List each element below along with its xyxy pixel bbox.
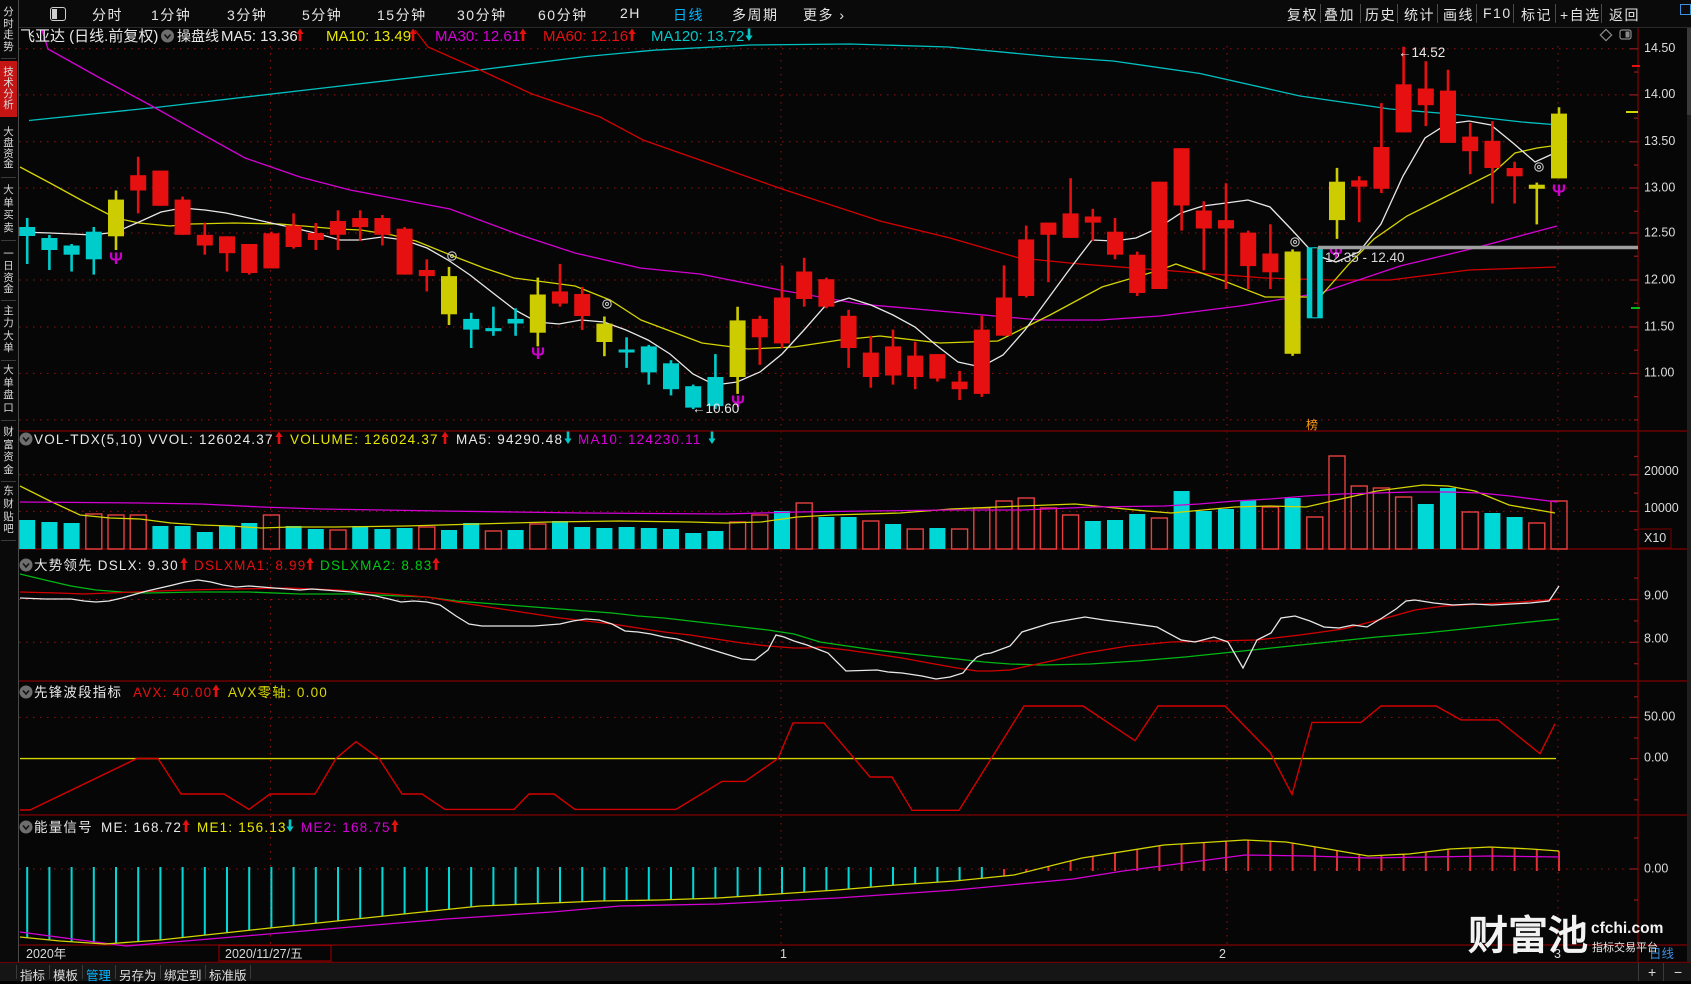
svg-text:能量信号: 能量信号 xyxy=(34,820,93,835)
svg-text:ME: 168.72: ME: 168.72 xyxy=(101,820,182,835)
svg-text:MA10: 13.49: MA10: 13.49 xyxy=(326,28,411,45)
svg-text:13.00: 13.00 xyxy=(1644,180,1675,194)
svg-text:VOL-TDX(5,10) VVOL: 126024.37: VOL-TDX(5,10) VVOL: 126024.37 xyxy=(34,432,274,447)
svg-text:先锋波段指标: 先锋波段指标 xyxy=(34,685,122,700)
svg-text:2020年: 2020年 xyxy=(26,947,66,961)
svg-text:ME2: 168.75: ME2: 168.75 xyxy=(301,820,391,835)
svg-text:Ψ: Ψ xyxy=(1552,181,1566,200)
svg-text:Ψ: Ψ xyxy=(531,344,545,363)
svg-text:0.00: 0.00 xyxy=(1644,861,1668,875)
svg-text:Ψ: Ψ xyxy=(109,249,123,268)
svg-text:2020/11/27/五: 2020/11/27/五 xyxy=(225,947,303,961)
svg-text:指标交易平台: 指标交易平台 xyxy=(1592,940,1658,954)
svg-text:X10: X10 xyxy=(1644,531,1666,545)
svg-text:操盘线: 操盘线 xyxy=(177,28,219,44)
svg-text:50.00: 50.00 xyxy=(1644,709,1675,723)
svg-text:14.00: 14.00 xyxy=(1644,87,1675,101)
svg-text:0.00: 0.00 xyxy=(1644,750,1668,764)
svg-text:14.50: 14.50 xyxy=(1644,41,1675,55)
svg-text:榜: 榜 xyxy=(1306,417,1318,432)
svg-text:AVX零轴: 0.00: AVX零轴: 0.00 xyxy=(228,685,328,700)
svg-text:MA5: 13.36: MA5: 13.36 xyxy=(221,28,298,45)
svg-text:3: 3 xyxy=(1554,947,1561,961)
svg-text:11.00: 11.00 xyxy=(1644,366,1674,380)
svg-text:MA5: 94290.48: MA5: 94290.48 xyxy=(456,432,563,447)
svg-text:AVX: 40.00: AVX: 40.00 xyxy=(133,685,212,700)
svg-text:12.00: 12.00 xyxy=(1644,272,1675,286)
svg-text:11.50: 11.50 xyxy=(1644,319,1674,333)
svg-text:DSLXMA1: 8.99: DSLXMA1: 8.99 xyxy=(194,558,306,573)
svg-text:2: 2 xyxy=(1219,947,1226,961)
svg-text:cfchi.com: cfchi.com xyxy=(1591,920,1663,937)
svg-text:9.00: 9.00 xyxy=(1644,588,1668,602)
svg-text:12.50: 12.50 xyxy=(1644,225,1675,239)
svg-text:大势领先 DSLX: 9.30: 大势领先 DSLX: 9.30 xyxy=(34,558,179,573)
svg-text:MA10: 124230.11: MA10: 124230.11 xyxy=(578,432,702,447)
svg-text:20000: 20000 xyxy=(1644,464,1679,478)
svg-text:←14.52: ←14.52 xyxy=(1398,45,1445,60)
svg-text:1: 1 xyxy=(780,947,787,961)
svg-text:←10.60: ←10.60 xyxy=(692,401,739,416)
svg-text:飞亚达 (日线.前复权): 飞亚达 (日线.前复权) xyxy=(20,27,158,45)
svg-text:8.00: 8.00 xyxy=(1644,631,1668,645)
svg-text:财富池: 财富池 xyxy=(1468,914,1588,958)
svg-text:12.35 - 12.40: 12.35 - 12.40 xyxy=(1325,250,1405,265)
svg-text:ME1: 156.13: ME1: 156.13 xyxy=(197,820,287,835)
svg-text:Ψ: Ψ xyxy=(731,392,745,411)
svg-text:MA120: 13.72: MA120: 13.72 xyxy=(651,28,744,45)
svg-text:日线: 日线 xyxy=(1649,947,1675,961)
svg-text:VOLUME: 126024.37: VOLUME: 126024.37 xyxy=(290,432,439,447)
svg-text:DSLXMA2: 8.83: DSLXMA2: 8.83 xyxy=(320,558,432,573)
svg-text:13.50: 13.50 xyxy=(1644,134,1675,148)
svg-text:10000: 10000 xyxy=(1644,501,1679,515)
svg-text:MA60: 12.16: MA60: 12.16 xyxy=(543,28,628,45)
svg-text:MA30: 12.61: MA30: 12.61 xyxy=(435,28,520,45)
